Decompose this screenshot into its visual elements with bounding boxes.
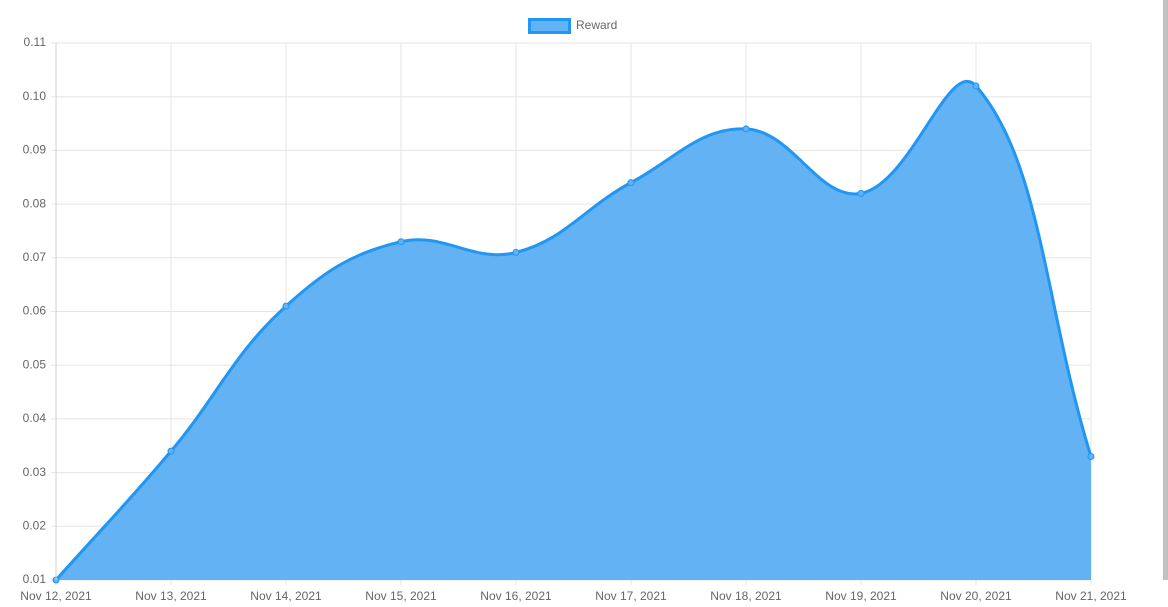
- point: [1087, 452, 1095, 460]
- x-tick-label: Nov 17, 2021: [595, 589, 667, 603]
- point: [397, 238, 405, 246]
- point: [627, 179, 635, 187]
- y-tick-label: 0.06: [23, 304, 47, 318]
- x-tick-label: Nov 21, 2021: [1055, 589, 1127, 603]
- point: [282, 302, 290, 310]
- y-tick-label: 0.09: [23, 143, 47, 157]
- x-tick-label: Nov 13, 2021: [135, 589, 207, 603]
- point: [972, 82, 980, 90]
- point: [167, 447, 175, 455]
- x-tick-label: Nov 19, 2021: [825, 589, 897, 603]
- y-tick-label: 0.03: [23, 465, 47, 479]
- y-tick-label: 0.11: [24, 35, 47, 49]
- point: [742, 125, 750, 133]
- area: [56, 81, 1091, 580]
- y-tick-label: 0.08: [23, 196, 47, 210]
- x-tick-label: Nov 14, 2021: [250, 589, 322, 603]
- y-tick-label: 0.07: [23, 250, 47, 264]
- x-tick-label: Nov 15, 2021: [365, 589, 437, 603]
- scrollbar: [1163, 0, 1168, 580]
- legend-label: Reward: [576, 18, 617, 32]
- point: [857, 189, 865, 197]
- y-tick-label: 0.05: [23, 357, 47, 371]
- x-tick-label: Nov 20, 2021: [940, 589, 1012, 603]
- y-tick-label: 0.04: [23, 411, 47, 425]
- x-tick-label: Nov 12, 2021: [20, 589, 92, 603]
- x-tick-label: Nov 18, 2021: [710, 589, 782, 603]
- y-tick-label: 0.01: [23, 572, 47, 586]
- legend-swatch: [528, 18, 571, 34]
- x-tick-label: Nov 16, 2021: [480, 589, 552, 603]
- point: [512, 248, 520, 256]
- y-tick-label: 0.10: [23, 89, 47, 103]
- y-tick-label: 0.02: [23, 518, 47, 532]
